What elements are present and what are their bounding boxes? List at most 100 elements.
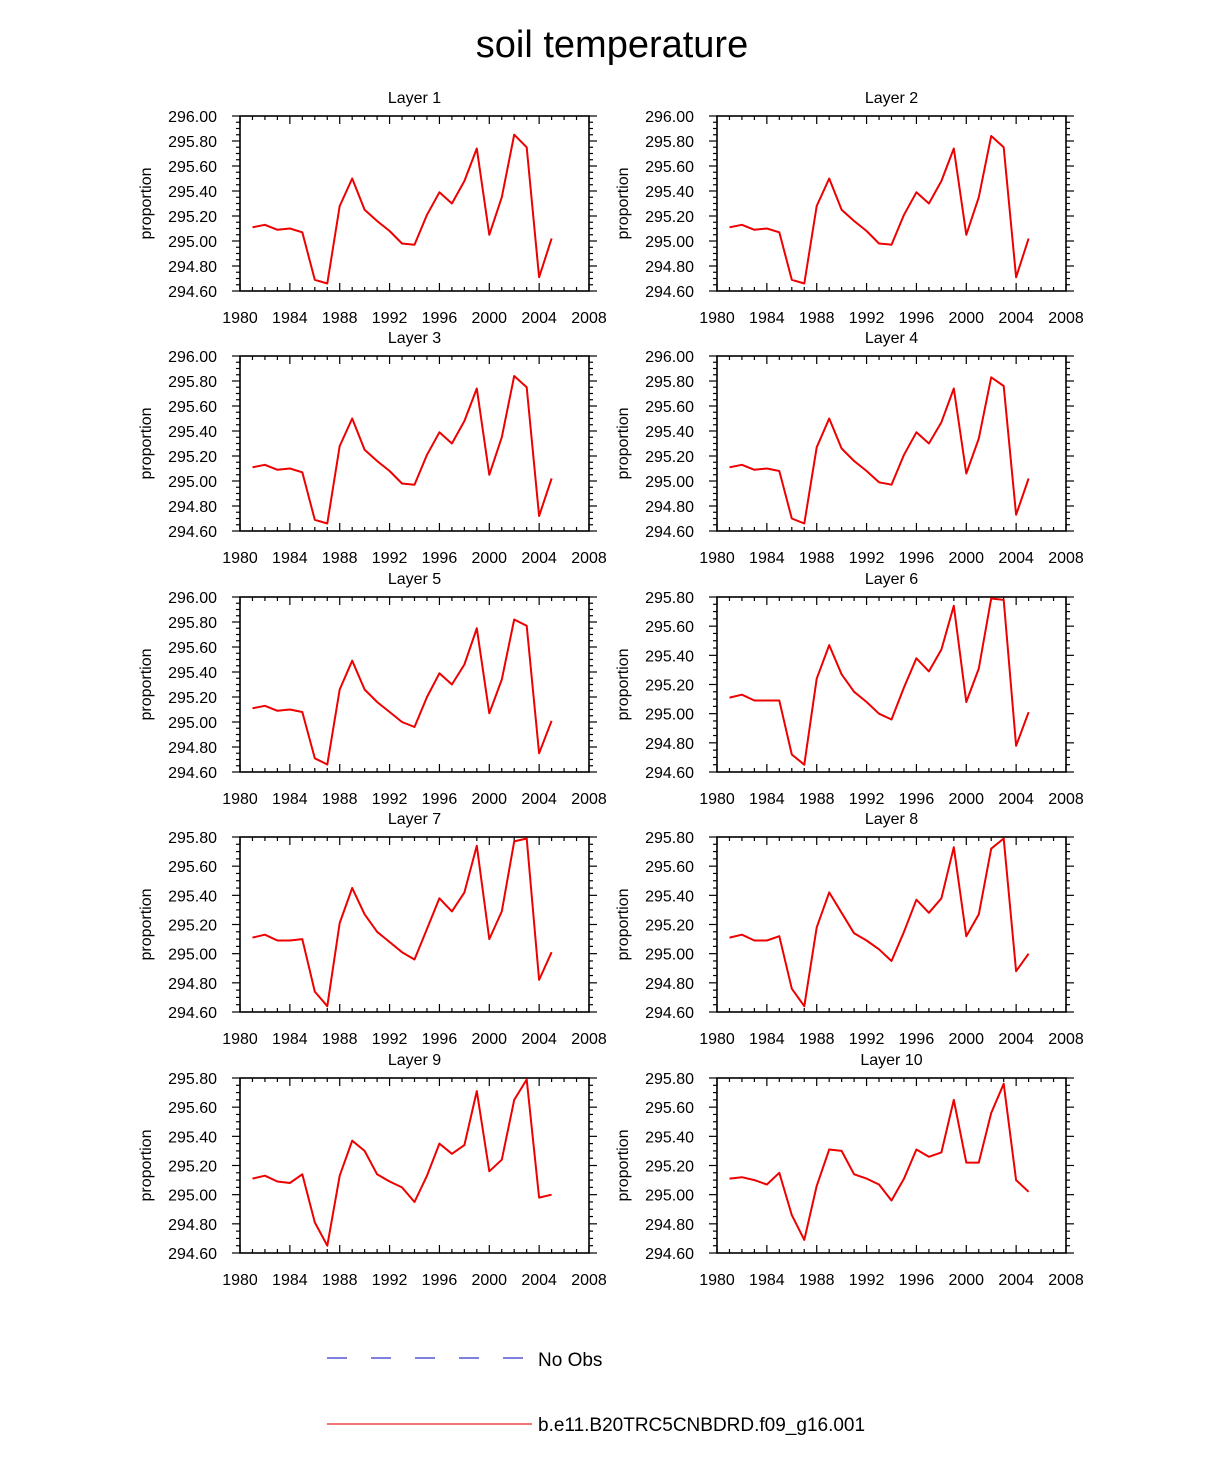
y-tick-label: 296.00: [645, 349, 694, 366]
panel-title: Layer 8: [865, 811, 918, 828]
y-tick-label: 294.60: [168, 284, 217, 301]
panel-layer-4: Layer 4 proportion 1980 1984 1988 1992 1996 200…: [615, 330, 1084, 567]
y-tick-label: 294.80: [645, 259, 694, 276]
y-tick-label: 294.60: [168, 1246, 217, 1263]
x-tick-label: 1984: [272, 1272, 308, 1289]
y-tick-label: 295.20: [168, 449, 217, 466]
y-tick-label: 295.80: [645, 1071, 694, 1088]
x-tick-label: 1980: [699, 1031, 735, 1048]
y-tick-label: 296.00: [168, 109, 217, 126]
panel-title: Layer 1: [388, 90, 441, 107]
y-axis-label: proportion: [138, 407, 155, 479]
y-tick-label: 295.60: [168, 159, 217, 176]
y-tick-label: 295.60: [645, 859, 694, 876]
x-tick-label: 1988: [322, 1031, 358, 1048]
figure-title: soil temperature: [476, 24, 748, 66]
plot-frame: [239, 836, 590, 1013]
y-tick-label: 294.80: [168, 976, 217, 993]
x-tick-label: 1984: [749, 1272, 785, 1289]
x-tick-label: 1992: [849, 1031, 885, 1048]
y-tick-label: 295.40: [168, 184, 217, 201]
y-tick-label: 295.60: [168, 1100, 217, 1117]
y-tick-label: 295.00: [645, 947, 694, 964]
y-tick-label: 296.00: [645, 109, 694, 126]
y-tick-label: 294.80: [645, 976, 694, 993]
x-tick-label: 2008: [571, 1031, 607, 1048]
x-tick-label: 2004: [521, 791, 557, 808]
x-tick-label: 2000: [948, 550, 984, 567]
y-tick-label: 295.20: [168, 690, 217, 707]
series-line: [729, 597, 1030, 766]
y-axis-label: proportion: [138, 167, 155, 239]
x-tick-label: 1996: [899, 791, 935, 808]
y-tick-label: 295.60: [645, 399, 694, 416]
x-tick-label: 2004: [998, 310, 1034, 327]
series-line: [729, 135, 1030, 285]
x-tick-label: 1984: [272, 1031, 308, 1048]
x-tick-label: 1980: [699, 791, 735, 808]
x-tick-label: 2008: [571, 1272, 607, 1289]
x-tick-label: 2004: [521, 1272, 557, 1289]
y-tick-label: 294.60: [645, 524, 694, 541]
y-tick-label: 295.00: [168, 234, 217, 251]
series-line: [252, 618, 553, 766]
y-axis-label: proportion: [138, 1129, 155, 1201]
y-tick-label: 295.60: [168, 859, 217, 876]
plot-frame: [716, 355, 1067, 532]
y-tick-label: 294.80: [168, 259, 217, 276]
x-tick-label: 1980: [222, 791, 258, 808]
x-tick-label: 1980: [699, 1272, 735, 1289]
plot-frame: [239, 596, 590, 773]
y-tick-label: 295.80: [645, 374, 694, 391]
y-tick-label: 295.40: [645, 424, 694, 441]
y-tick-label: 295.20: [168, 1159, 217, 1176]
y-tick-label: 295.40: [645, 184, 694, 201]
y-tick-label: 295.40: [645, 888, 694, 905]
panels-group: Layer 1 proportion 1980 1984 1988 1992 1996 200…: [138, 90, 1084, 1289]
x-tick-label: 1992: [372, 1031, 408, 1048]
plot-frame: [716, 836, 1067, 1013]
x-tick-label: 1988: [322, 310, 358, 327]
x-tick-label: 2000: [948, 1031, 984, 1048]
x-tick-label: 1996: [899, 1031, 935, 1048]
y-tick-label: 296.00: [168, 349, 217, 366]
x-tick-label: 1984: [272, 791, 308, 808]
y-tick-label: 294.80: [645, 736, 694, 753]
y-tick-label: 294.60: [645, 765, 694, 782]
series-line: [252, 133, 553, 285]
y-tick-label: 294.60: [168, 1005, 217, 1022]
x-tick-label: 2008: [1048, 310, 1084, 327]
x-tick-label: 2008: [571, 791, 607, 808]
y-axis-label: proportion: [615, 888, 632, 960]
x-tick-label: 2004: [998, 1272, 1034, 1289]
x-tick-label: 1988: [799, 791, 835, 808]
x-tick-label: 1996: [422, 1031, 458, 1048]
y-tick-label: 295.40: [645, 648, 694, 665]
y-tick-label: 294.80: [645, 499, 694, 516]
y-tick-label: 295.20: [168, 209, 217, 226]
x-tick-label: 1980: [222, 1272, 258, 1289]
panel-layer-7: Layer 7 proportion 1980 1984 1988 1992 1996 200…: [138, 811, 607, 1048]
x-tick-label: 1996: [899, 550, 935, 567]
y-tick-label: 295.60: [645, 159, 694, 176]
x-tick-label: 2000: [471, 310, 507, 327]
x-tick-label: 1988: [322, 550, 358, 567]
y-axis-label: proportion: [615, 648, 632, 720]
x-tick-label: 2004: [998, 1031, 1034, 1048]
x-tick-label: 2000: [948, 310, 984, 327]
x-tick-label: 1988: [799, 1031, 835, 1048]
y-tick-label: 295.00: [645, 234, 694, 251]
y-tick-label: 295.20: [645, 1159, 694, 1176]
y-tick-label: 294.60: [168, 524, 217, 541]
x-tick-label: 1984: [749, 310, 785, 327]
y-tick-label: 295.00: [168, 715, 217, 732]
y-tick-label: 295.40: [168, 1129, 217, 1146]
x-tick-label: 1980: [222, 310, 258, 327]
x-tick-label: 1984: [749, 550, 785, 567]
y-tick-label: 295.20: [645, 209, 694, 226]
x-tick-label: 1992: [849, 1272, 885, 1289]
y-tick-label: 295.80: [645, 134, 694, 151]
x-tick-label: 2000: [471, 791, 507, 808]
panel-title: Layer 3: [388, 330, 441, 347]
x-tick-label: 2004: [998, 550, 1034, 567]
